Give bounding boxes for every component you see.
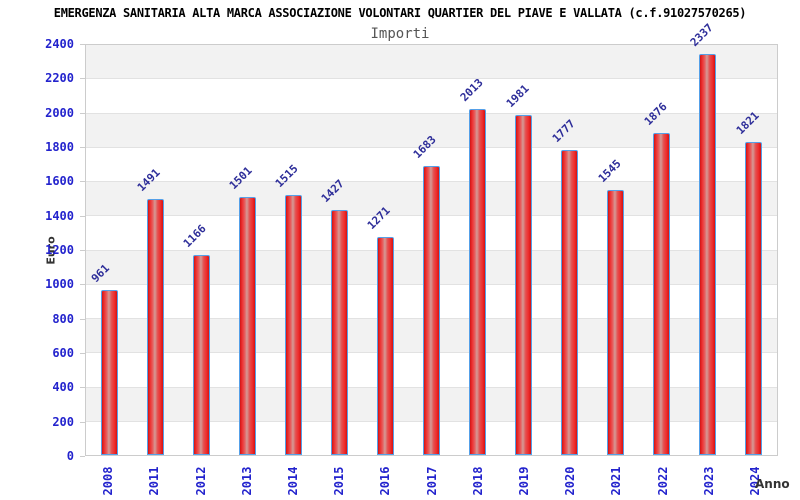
y-tick-label: 800	[52, 311, 74, 326]
y-tick-label: 1600	[45, 174, 74, 189]
y-tick-label: 2000	[45, 105, 74, 120]
y-tick-label: 1800	[45, 140, 74, 154]
bar-slot: 1876	[639, 45, 685, 455]
x-tick-label: 2017	[424, 466, 439, 496]
bar-value-label: 1427	[319, 177, 348, 205]
y-tick-mark	[80, 284, 85, 286]
y-tick-mark	[80, 421, 85, 423]
bar-value-label: 1821	[733, 109, 762, 137]
bar-2014	[284, 195, 302, 455]
band	[86, 45, 777, 79]
bar-slot: 1515	[270, 45, 316, 455]
y-tick-mark	[80, 44, 85, 45]
x-axis-label: Anno	[755, 477, 790, 491]
y-tick-mark	[80, 318, 85, 320]
x-tick-label: 2022	[655, 466, 670, 496]
bar-2017	[422, 166, 440, 455]
x-tick-label: 2019	[516, 466, 531, 496]
bar-2021	[607, 190, 625, 455]
x-tick-label: 2023	[701, 466, 716, 496]
y-tick-mark	[80, 147, 85, 148]
bar-2024	[745, 142, 763, 455]
x-tick-label: 2015	[332, 466, 347, 496]
x-tick-label: 2008	[101, 466, 116, 496]
bar-slot: 1427	[316, 45, 362, 455]
y-tick-label: 2400	[45, 37, 74, 51]
y-tick-label: 2200	[45, 71, 74, 86]
plot-area: 961 1491 1166 1501 1515 1427 1271 1683 2013 1981 1…	[85, 21, 778, 456]
bar-slot: 1545	[593, 45, 639, 455]
y-tick-mark	[80, 353, 85, 354]
bar-2019	[515, 115, 533, 455]
bar-slot: 1981	[501, 45, 547, 455]
bar-slot: 1271	[362, 45, 408, 455]
bar-value-label: 1491	[134, 166, 163, 194]
bar-slot: 1777	[547, 45, 593, 455]
y-tick-label: 400	[52, 380, 74, 395]
bar-2023	[699, 54, 717, 455]
chart-subtitle: Importi	[370, 26, 430, 42]
y-tick-mark	[80, 112, 85, 114]
bar-value-label: 2013	[457, 76, 486, 104]
bar-value-label: 1777	[549, 117, 578, 145]
bar-value-label: 961	[88, 261, 113, 285]
bar-value-label: 1545	[595, 157, 624, 185]
x-tick-label: 2014	[285, 466, 300, 496]
y-tick-mark	[80, 215, 85, 217]
bar-value-label: 1876	[641, 100, 670, 128]
y-tick-label: 0	[66, 449, 74, 463]
bars-container: 961 1491 1166 1501 1515 1427 1271 1683 2013 1981 1…	[86, 21, 777, 455]
y-tick-label: 1000	[45, 277, 74, 292]
y-tick-label: 600	[52, 346, 74, 360]
x-tick-label: 2018	[470, 466, 485, 496]
y-tick-mark	[80, 250, 85, 251]
bar-2008	[100, 290, 118, 455]
bar-value-label: 1166	[180, 222, 209, 250]
bar-value-label: 1683	[411, 133, 440, 161]
bar-2020	[561, 150, 579, 455]
y-tick-label: 200	[52, 414, 74, 429]
x-tick-label: 2013	[239, 466, 254, 496]
y-tick-mark	[80, 456, 85, 457]
y-tick-mark	[80, 78, 85, 80]
bar-2013	[238, 197, 256, 455]
bar-slot: 961	[86, 45, 132, 455]
y-tick-mark	[80, 181, 85, 183]
band	[86, 78, 777, 113]
bar-slot: 2013	[455, 45, 501, 455]
y-tick-mark	[80, 387, 85, 389]
x-tick-label: 2016	[378, 466, 393, 496]
x-tick-label: 2020	[563, 466, 578, 496]
chart-title: EMERGENZA SANITARIA ALTA MARCA ASSOCIAZI…	[53, 6, 747, 20]
bar-value-label: 1501	[227, 164, 255, 192]
bar-2012	[192, 255, 210, 455]
bar-slot: 1501	[224, 45, 270, 455]
bar-slot: 2337	[685, 21, 731, 455]
bar-2022	[653, 133, 671, 455]
x-tick-label: 2021	[609, 466, 624, 496]
bar-value-label: 1981	[503, 82, 532, 110]
x-tick-label: 2012	[193, 466, 208, 496]
y-tick-label: 1400	[45, 208, 74, 223]
bar-slot: 1683	[408, 45, 454, 455]
bar-slot: 1166	[178, 45, 224, 455]
x-tick-label: 2011	[147, 466, 162, 496]
bar-2016	[376, 237, 394, 455]
y-tick-label: 1200	[45, 243, 74, 257]
bar-2015	[330, 210, 348, 455]
bar-slot: 1821	[731, 45, 777, 455]
bar-value-label: 1515	[273, 162, 302, 190]
bar-2011	[146, 199, 164, 455]
bar-slot: 1491	[132, 45, 178, 455]
bar-2018	[469, 109, 487, 455]
bar-value-label: 1271	[365, 204, 394, 232]
